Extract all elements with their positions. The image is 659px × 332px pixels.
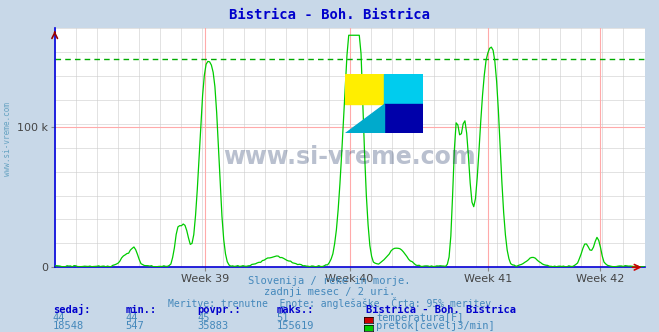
Text: 35883: 35883 (198, 321, 229, 331)
Text: temperatura[F]: temperatura[F] (376, 313, 464, 323)
Text: 547: 547 (125, 321, 144, 331)
Text: 155619: 155619 (277, 321, 314, 331)
Text: 18548: 18548 (53, 321, 84, 331)
Text: www.si-vreme.com: www.si-vreme.com (3, 103, 13, 176)
Text: zadnji mesec / 2 uri.: zadnji mesec / 2 uri. (264, 287, 395, 297)
Bar (384, 104, 422, 133)
Text: povpr.:: povpr.: (198, 305, 241, 315)
Text: sedaj:: sedaj: (53, 304, 90, 315)
Text: maks.:: maks.: (277, 305, 314, 315)
Text: www.si-vreme.com: www.si-vreme.com (223, 145, 476, 169)
Bar (384, 74, 422, 104)
Text: Bistrica - Boh. Bistrica: Bistrica - Boh. Bistrica (229, 8, 430, 22)
Text: Slovenija / reke in morje.: Slovenija / reke in morje. (248, 276, 411, 286)
Text: Bistrica - Boh. Bistrica: Bistrica - Boh. Bistrica (366, 305, 516, 315)
Polygon shape (345, 104, 384, 133)
Text: 45: 45 (198, 313, 210, 323)
Text: min.:: min.: (125, 305, 156, 315)
Bar (345, 74, 384, 104)
Text: pretok[čevelj3/min]: pretok[čevelj3/min] (376, 320, 495, 331)
Text: 51: 51 (277, 313, 289, 323)
Text: 44: 44 (125, 313, 138, 323)
Text: 44: 44 (53, 313, 65, 323)
Text: Meritve: trenutne  Enote: anglešaške  Črta: 95% meritev: Meritve: trenutne Enote: anglešaške Črta… (168, 297, 491, 309)
